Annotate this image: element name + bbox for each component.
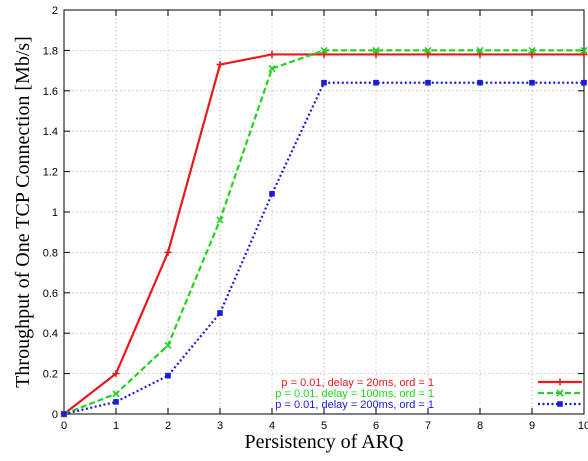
marker-stroke <box>164 341 172 349</box>
y-tick-label: 1.2 <box>43 167 58 179</box>
square-marker <box>425 79 431 86</box>
series-lines <box>60 46 588 418</box>
x-tick-label: 5 <box>321 420 327 432</box>
y-tick-label: 2 <box>52 5 58 17</box>
legend-label: p = 0.01, delay = 200ms, ord = 1 <box>275 399 434 411</box>
axis-ticks: 0 1 2 3 4 5 6 7 8 9 10 0 0.2 0.4 0.6 0.8 1 1.2 1.4 1.6 1.8 2 <box>43 5 588 432</box>
marker-stroke <box>424 46 432 54</box>
x-tick-label: 6 <box>373 420 379 432</box>
marker-stroke <box>372 46 380 54</box>
marker-stroke <box>320 46 328 54</box>
cross-marker <box>268 65 276 73</box>
plus-marker <box>556 378 564 386</box>
plus-marker <box>476 50 484 58</box>
y-tick-label: 1.4 <box>43 126 58 138</box>
square-marker <box>529 79 535 86</box>
square-marker <box>61 411 67 417</box>
plus-marker <box>164 248 172 256</box>
cross-marker <box>164 341 172 349</box>
x-tick-label: 8 <box>477 420 483 432</box>
y-tick-label: 0.4 <box>43 328 58 340</box>
legend-label: p = 0.01, delay = 100ms, ord = 1 <box>275 388 434 400</box>
cross-marker <box>424 46 432 54</box>
legend-label: p = 0.01, delay = 20ms, ord = 1 <box>281 377 434 389</box>
cross-marker <box>556 389 564 397</box>
x-tick-label: 2 <box>165 420 171 432</box>
square-marker <box>217 310 223 316</box>
square-marker <box>581 79 587 86</box>
y-tick-label: 1.8 <box>43 45 58 57</box>
marker-stroke <box>528 46 536 54</box>
square-marker <box>321 79 327 86</box>
y-tick-label: 0.2 <box>43 369 58 381</box>
cross-marker <box>528 46 536 54</box>
marker-stroke <box>580 46 588 54</box>
x-tick-label: 0 <box>61 420 67 432</box>
cross-marker <box>580 46 588 54</box>
x-axis-title: Persistency of ARQ <box>245 431 404 453</box>
plus-marker <box>580 50 588 58</box>
cross-marker <box>320 46 328 54</box>
cross-marker <box>476 46 484 54</box>
legend: p = 0.01, delay = 20ms, ord = 1p = 0.01,… <box>275 377 582 411</box>
marker-stroke <box>216 216 224 224</box>
plus-marker <box>372 50 380 58</box>
series-3 <box>61 79 587 417</box>
x-tick-label: 4 <box>269 420 275 432</box>
plus-marker <box>112 370 120 378</box>
square-marker <box>165 372 171 379</box>
x-tick-label: 1 <box>113 420 119 432</box>
grid <box>64 10 584 414</box>
y-tick-label: 0 <box>52 409 58 421</box>
marker-stroke <box>268 65 276 73</box>
cross-marker <box>372 46 380 54</box>
y-axis-title: Throughput of One TCP Connection [Mb/s] <box>12 36 34 388</box>
square-marker <box>113 399 119 405</box>
square-marker <box>269 191 275 197</box>
square-marker <box>373 79 379 86</box>
square-marker <box>557 401 563 407</box>
plus-marker <box>424 50 432 58</box>
x-tick-label: 10 <box>578 420 588 432</box>
x-tick-label: 7 <box>425 420 431 432</box>
plus-marker <box>216 61 224 69</box>
marker-stroke <box>476 46 484 54</box>
plus-marker <box>268 50 276 58</box>
cross-marker <box>216 216 224 224</box>
x-tick-label: 3 <box>217 420 223 432</box>
y-tick-label: 1 <box>52 207 58 219</box>
y-tick-label: 1.6 <box>43 86 58 98</box>
square-marker <box>477 79 483 86</box>
series-2 <box>60 46 588 418</box>
plus-marker <box>320 50 328 58</box>
cross-marker <box>112 390 120 398</box>
marker-stroke <box>112 390 120 398</box>
plus-marker <box>528 50 536 58</box>
x-tick-label: 9 <box>529 420 535 432</box>
marker-stroke <box>556 389 564 397</box>
y-tick-label: 0.8 <box>43 247 58 259</box>
y-tick-label: 0.6 <box>43 288 58 300</box>
